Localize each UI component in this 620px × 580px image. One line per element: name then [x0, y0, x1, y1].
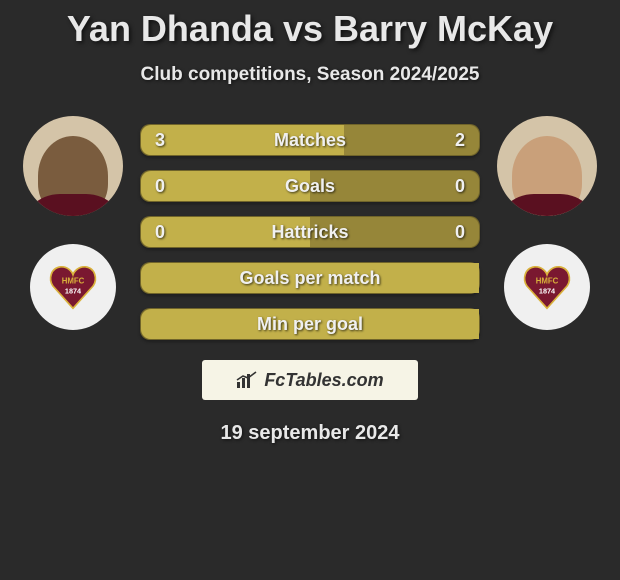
club-crest-left: HMFC 1874	[30, 244, 116, 330]
metric-value-left: 3	[155, 130, 165, 151]
svg-text:HMFC: HMFC	[536, 277, 559, 286]
player-right-shirt	[497, 194, 597, 216]
metric-label: Goals	[285, 176, 335, 197]
watermark-text: FcTables.com	[264, 370, 383, 391]
metric-value-left: 0	[155, 176, 165, 197]
metric-row-goals-per-match: Goals per match	[140, 262, 480, 294]
player-left-avatar	[23, 116, 123, 216]
metric-label: Hattricks	[271, 222, 348, 243]
player-right-silhouette	[512, 136, 582, 216]
metric-value-right: 0	[455, 222, 465, 243]
svg-text:1874: 1874	[539, 287, 555, 296]
crest-year: 1874	[65, 287, 81, 296]
metric-row-min-per-goal: Min per goal	[140, 308, 480, 340]
player-left-shirt	[23, 194, 123, 216]
metrics-bars: 3 Matches 2 0 Goals 0 0 Hattricks 0 Goals per mat…	[140, 116, 480, 340]
subtitle: Club competitions, Season 2024/2025	[0, 64, 620, 86]
metric-label: Min per goal	[257, 314, 363, 335]
heart-crest-icon: HMFC 1874	[519, 259, 575, 315]
metric-label: Matches	[274, 130, 346, 151]
watermark-badge: FcTables.com	[202, 360, 418, 400]
metric-row-goals: 0 Goals 0	[140, 170, 480, 202]
heart-crest-icon: HMFC 1874	[45, 259, 101, 315]
player-right-avatar	[497, 116, 597, 216]
metric-value-left: 0	[155, 222, 165, 243]
metric-value-right: 0	[455, 176, 465, 197]
player-left-silhouette	[38, 136, 108, 216]
metric-label: Goals per match	[239, 268, 380, 289]
metric-row-matches: 3 Matches 2	[140, 124, 480, 156]
metric-value-right: 2	[455, 130, 465, 151]
generated-date: 19 september 2024	[0, 422, 620, 445]
crest-initials: HMFC	[62, 277, 85, 286]
metric-row-hattricks: 0 Hattricks 0	[140, 216, 480, 248]
page-title: Yan Dhanda vs Barry McKay	[0, 8, 620, 50]
comparison-card: Yan Dhanda vs Barry McKay Club competiti…	[0, 0, 620, 445]
club-crest-right: HMFC 1874	[504, 244, 590, 330]
main-row: HMFC 1874 3 Matches 2 0 Goals 0 0 Hattricks 0 Goa…	[0, 116, 620, 340]
chart-icon	[236, 371, 258, 389]
metric-fill-right	[310, 171, 479, 201]
player-right-column: HMFC 1874	[492, 116, 602, 330]
player-left-column: HMFC 1874	[18, 116, 128, 330]
